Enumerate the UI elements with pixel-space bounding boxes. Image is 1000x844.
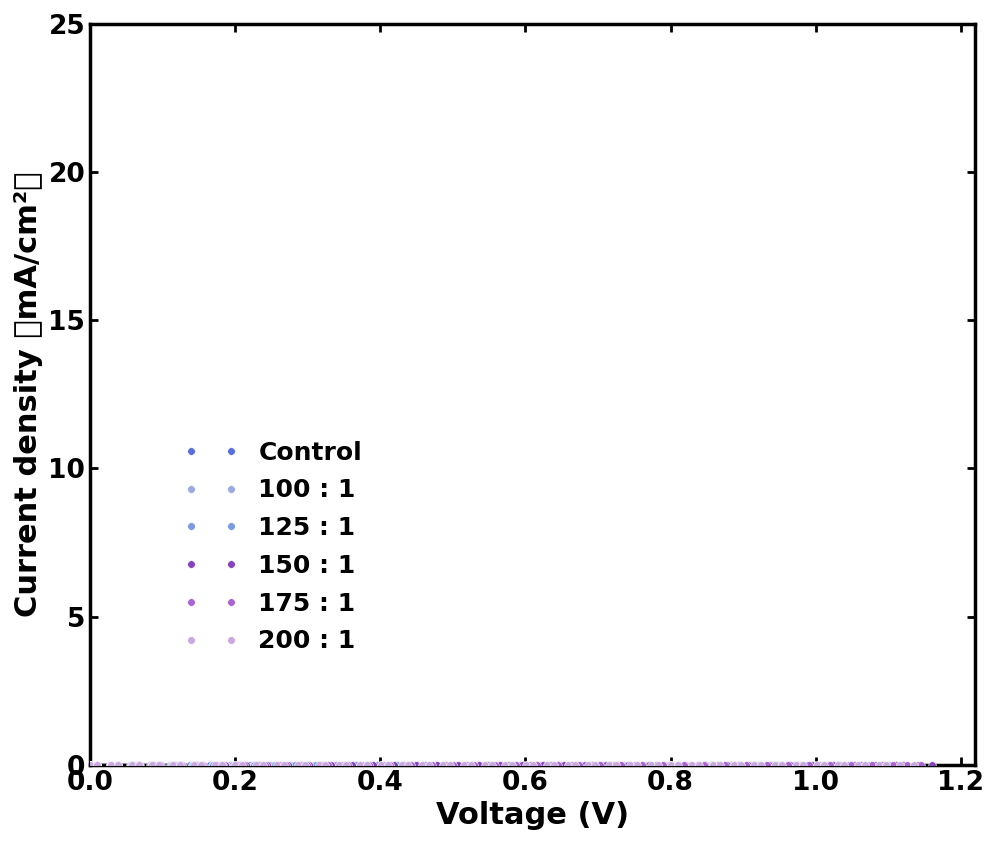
125 : 1: (0.988, 0): 1: (0.988, 0) bbox=[801, 760, 813, 770]
150 : 1: (1.02, 0): 1: (1.02, 0) bbox=[827, 760, 839, 770]
175 : 1: (0.693, 0): 1: (0.693, 0) bbox=[587, 760, 599, 770]
Control bbox=[785, 760, 797, 770]
Line: 200 : 1: 200 : 1 bbox=[86, 761, 917, 769]
175 : 1: (0, 0): 1: (0, 0) bbox=[84, 760, 96, 770]
150 : 1: (0.682, 0): 1: (0.682, 0) bbox=[579, 760, 591, 770]
Legend: Control, 100 : 1, 125 : 1, 150 : 1, 175 : 1, 200 : 1: Control, 100 : 1, 125 : 1, 150 : 1, 175 … bbox=[173, 430, 372, 663]
150 : 1: (0.741, 0): 1: (0.741, 0) bbox=[622, 760, 634, 770]
150 : 1: (0.702, 0): 1: (0.702, 0) bbox=[593, 760, 605, 770]
200 : 1: (0.668, 0): 1: (0.668, 0) bbox=[569, 760, 581, 770]
150 : 1: (0.79, 0): 1: (0.79, 0) bbox=[657, 760, 669, 770]
Control bbox=[552, 760, 564, 770]
175 : 1: (0.731, 0): 1: (0.731, 0) bbox=[615, 760, 627, 770]
150 : 1: (0, 0): 1: (0, 0) bbox=[84, 760, 96, 770]
Control bbox=[592, 760, 604, 770]
100 : 1: (0.485, 0): 1: (0.485, 0) bbox=[436, 760, 448, 770]
Line: 150 : 1: 150 : 1 bbox=[86, 761, 936, 769]
125 : 1: (0, 0): 1: (0, 0) bbox=[84, 760, 96, 770]
175 : 1: (0.5, 0): 1: (0.5, 0) bbox=[447, 760, 459, 770]
150 : 1: (1.16, 0): 1: (1.16, 0) bbox=[926, 760, 938, 770]
200 : 1: (0.687, 0): 1: (0.687, 0) bbox=[582, 760, 594, 770]
X-axis label: Voltage (V): Voltage (V) bbox=[436, 801, 629, 830]
Y-axis label: Current density （mA/cm²）: Current density （mA/cm²） bbox=[14, 171, 43, 617]
100 : 1: (0.672, 0): 1: (0.672, 0) bbox=[571, 760, 583, 770]
Line: 100 : 1: 100 : 1 bbox=[86, 761, 899, 769]
Control bbox=[879, 760, 891, 770]
150 : 1: (0.507, 0): 1: (0.507, 0) bbox=[452, 760, 464, 770]
100 : 1: (0.653, 0): 1: (0.653, 0) bbox=[558, 760, 570, 770]
175 : 1: (1.01, 0): 1: (1.01, 0) bbox=[817, 760, 829, 770]
200 : 1: (1, 0): 1: (1, 0) bbox=[811, 760, 823, 770]
125 : 1: (0.659, 0): 1: (0.659, 0) bbox=[562, 760, 574, 770]
Control bbox=[565, 760, 577, 770]
125 : 1: (0.678, 0): 1: (0.678, 0) bbox=[576, 760, 588, 770]
Control bbox=[625, 760, 637, 770]
175 : 1: (0.779, 0): 1: (0.779, 0) bbox=[650, 760, 662, 770]
200 : 1: (0.725, 0): 1: (0.725, 0) bbox=[610, 760, 622, 770]
100 : 1: (0.709, 0): 1: (0.709, 0) bbox=[599, 760, 611, 770]
Line: Control: Control bbox=[86, 761, 888, 769]
Control bbox=[84, 760, 96, 770]
125 : 1: (0.489, 0): 1: (0.489, 0) bbox=[439, 760, 451, 770]
100 : 1: (0.756, 0): 1: (0.756, 0) bbox=[632, 760, 644, 770]
200 : 1: (0.496, 0): 1: (0.496, 0) bbox=[444, 760, 456, 770]
100 : 1: (0.979, 0): 1: (0.979, 0) bbox=[795, 760, 807, 770]
100 : 1: (0, 0): 1: (0, 0) bbox=[84, 760, 96, 770]
Control bbox=[431, 760, 443, 770]
125 : 1: (0.762, 0): 1: (0.762, 0) bbox=[637, 760, 649, 770]
175 : 1: (0.674, 0): 1: (0.674, 0) bbox=[573, 760, 585, 770]
175 : 1: (1.14, 0): 1: (1.14, 0) bbox=[915, 760, 927, 770]
Line: 125 : 1: 125 : 1 bbox=[86, 761, 907, 769]
Line: 175 : 1: 175 : 1 bbox=[86, 761, 925, 769]
125 : 1: (0.715, 0): 1: (0.715, 0) bbox=[603, 760, 615, 770]
100 : 1: (1.11, 0): 1: (1.11, 0) bbox=[890, 760, 902, 770]
200 : 1: (0, 0): 1: (0, 0) bbox=[84, 760, 96, 770]
200 : 1: (1.13, 0): 1: (1.13, 0) bbox=[908, 760, 920, 770]
125 : 1: (1.12, 0): 1: (1.12, 0) bbox=[897, 760, 909, 770]
200 : 1: (0.773, 0): 1: (0.773, 0) bbox=[645, 760, 657, 770]
